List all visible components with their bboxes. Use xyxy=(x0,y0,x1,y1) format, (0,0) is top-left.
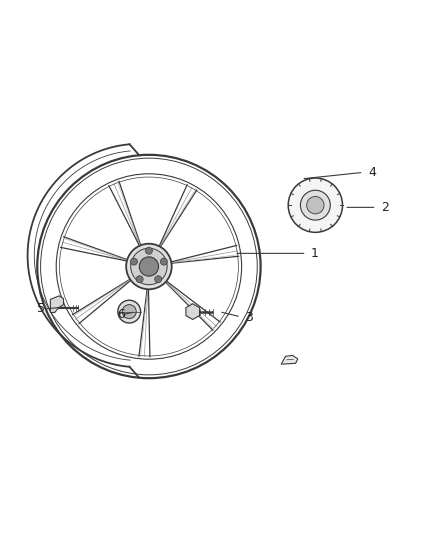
Ellipse shape xyxy=(307,197,324,214)
Ellipse shape xyxy=(118,300,141,323)
Ellipse shape xyxy=(160,258,167,265)
Text: 6: 6 xyxy=(117,308,125,321)
Ellipse shape xyxy=(136,276,143,283)
Ellipse shape xyxy=(131,258,138,265)
Text: 3: 3 xyxy=(245,311,253,324)
Ellipse shape xyxy=(300,190,330,220)
Ellipse shape xyxy=(139,257,159,276)
Ellipse shape xyxy=(155,276,162,283)
Ellipse shape xyxy=(131,248,167,285)
Text: 4: 4 xyxy=(368,166,376,179)
Text: 2: 2 xyxy=(381,201,389,214)
Ellipse shape xyxy=(145,247,152,254)
Text: 1: 1 xyxy=(311,247,319,260)
Polygon shape xyxy=(281,356,298,364)
Polygon shape xyxy=(186,304,200,319)
Ellipse shape xyxy=(288,178,343,232)
Text: 5: 5 xyxy=(37,303,45,316)
Ellipse shape xyxy=(126,244,172,289)
Ellipse shape xyxy=(122,304,136,319)
Polygon shape xyxy=(50,296,64,312)
